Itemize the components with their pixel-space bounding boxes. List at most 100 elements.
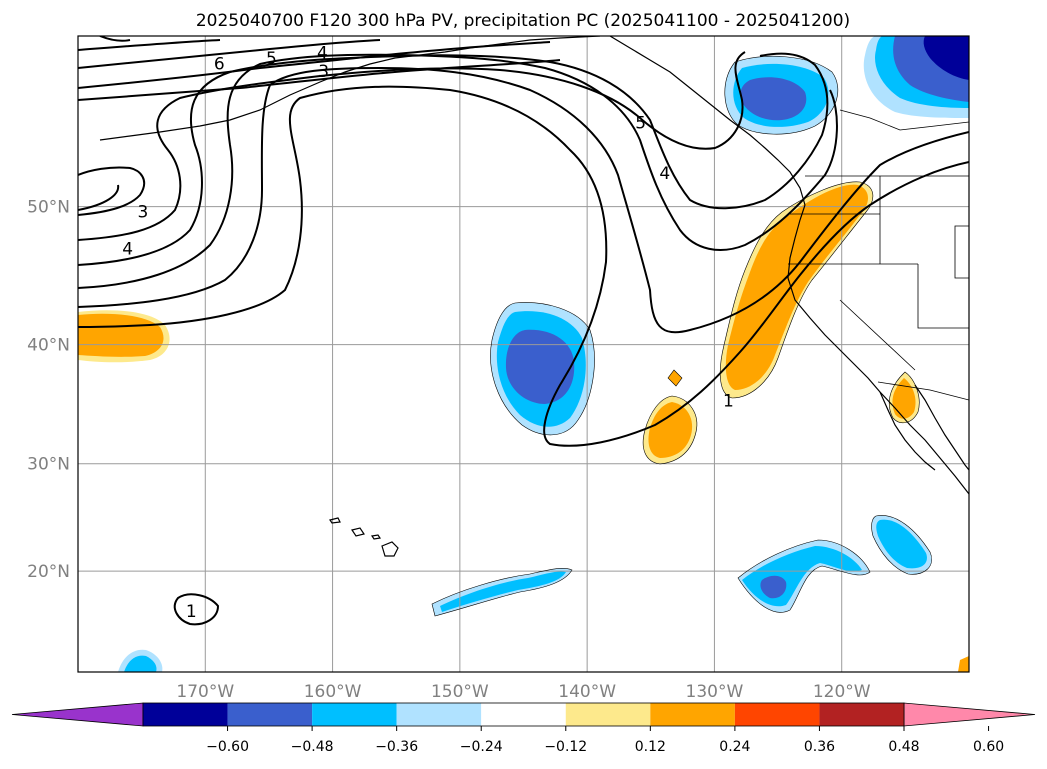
precip-positive-region [668, 370, 682, 386]
colorbar: −0.60 −0.48 −0.36 −0.24 −0.12 0.12 0.24 0.36 0.4… [11, 702, 1036, 755]
pv-contour-label: 4 [659, 164, 670, 184]
colorbar-tick-label: 0.48 [888, 739, 919, 755]
pv-contour-6 [78, 166, 146, 216]
colorbar-tick-label: 0.12 [635, 739, 666, 755]
x-tick-label: 130°W [686, 682, 744, 702]
pv-contour-5 [78, 51, 746, 241]
pv-contour-8 [78, 59, 561, 101]
pv-contour-label: 3 [138, 203, 149, 223]
pv-contour-label: 5 [635, 113, 646, 133]
y-tick-label: 50°N [27, 198, 70, 218]
precip-outline [642, 395, 698, 465]
pv-contour-label: 5 [266, 49, 277, 69]
precip-outline [667, 369, 683, 387]
colorbar-tick-label: −0.12 [544, 739, 587, 755]
colorbar-bin [312, 703, 397, 726]
colorbar-bin [650, 703, 735, 726]
pv-contour-9 [78, 41, 551, 89]
x-tick-label: 170°W [176, 682, 234, 702]
north-america-west-coastline [787, 204, 969, 495]
pv-contour-small-loop [173, 593, 220, 626]
colorbar-bin [734, 703, 820, 726]
hawaii-island [351, 527, 365, 537]
precip-positive-region [892, 378, 916, 419]
precip-negative-region [740, 77, 807, 121]
colorbar-tick-label: −0.48 [291, 739, 334, 755]
colorbar-extend-max [903, 702, 1036, 727]
state-border [954, 225, 969, 279]
precip-negative-region [505, 329, 575, 404]
x-tick-label: 140°W [558, 682, 616, 702]
precip-positive-region [725, 184, 868, 390]
pv-contour-label: 3 [318, 62, 329, 82]
precip-outline [737, 539, 871, 613]
colorbar-bin [819, 703, 904, 726]
gulf-california-coastline [914, 384, 969, 471]
pv-contours-layer [78, 36, 969, 626]
colorbar-tick-label: −0.36 [375, 739, 418, 755]
colorbar-bin [565, 703, 651, 726]
precip-positive-region [958, 656, 969, 672]
pv-contour-11 [78, 39, 221, 51]
pv-contour-label: 4 [317, 43, 328, 63]
y-axis-ticks: 20°N 30°N 40°N 50°N [27, 198, 70, 583]
chart-title: 2025040700 F120 300 hPa PV, precipitatio… [196, 11, 850, 31]
precip-negative-region [440, 571, 566, 612]
x-tick-label: 150°W [431, 682, 489, 702]
colorbar-tick-label: −0.60 [206, 739, 249, 755]
us-mexico-border [877, 381, 969, 401]
precip-negative-region [124, 655, 157, 672]
colorbar-tick-label: −0.24 [460, 739, 503, 755]
pv-contour-label: 6 [214, 55, 225, 75]
borders-layer [788, 109, 969, 401]
pv-contour-label: 1 [723, 391, 734, 411]
pv-contour-2 [78, 66, 969, 334]
precip-outline [888, 371, 920, 424]
x-tick-label: 160°W [304, 682, 362, 702]
y-tick-label: 20°N [27, 562, 70, 582]
x-axis-ticks: 170°W 160°W 150°W 140°W 130°W 120°W [176, 682, 870, 702]
nevada-border [917, 264, 969, 329]
colorbar-bin [227, 703, 313, 726]
pv-contour-label: 4 [122, 239, 133, 259]
map-gridlines [78, 36, 969, 672]
colorbar-bin [481, 703, 566, 726]
precip-outline [490, 302, 595, 436]
precip-outline [719, 181, 874, 399]
hawaii-island [381, 541, 399, 557]
pv-contour-12 [99, 36, 131, 42]
hawaii-island [370, 534, 382, 540]
map-frame [77, 35, 970, 673]
alaska-panhandle-coastline [609, 36, 806, 206]
precip-outline [871, 515, 932, 575]
colorbar-bin [143, 703, 228, 726]
pv-contour-3 [78, 53, 838, 289]
pv-contour-7 [78, 184, 120, 211]
precip-negative-region [876, 519, 927, 569]
hawaii-island [329, 517, 341, 524]
colorbar-tick-label: 0.36 [804, 739, 835, 755]
precip-negative-region [923, 36, 969, 80]
precip-shading-layer [78, 36, 969, 672]
pv-contour-10 [78, 39, 381, 69]
colorbar-tick-label: 0.24 [719, 739, 750, 755]
colorbar-extend-min [11, 702, 144, 727]
pv-contour-label: 1 [186, 602, 197, 622]
y-tick-label: 40°N [27, 336, 70, 356]
precip-outline [431, 568, 573, 617]
x-tick-label: 120°W [813, 682, 871, 702]
y-tick-label: 30°N [27, 455, 70, 475]
precip-outline [724, 55, 839, 135]
precip-negative-region [760, 575, 787, 599]
baja-coastline [879, 391, 936, 471]
colorbar-bin [396, 703, 482, 726]
california-nevada-border [839, 299, 916, 371]
pv-contour-1 [78, 85, 969, 447]
canada-province-border [839, 109, 969, 131]
colorbar-tick-label: 0.60 [973, 739, 1004, 755]
colorbar-outline [142, 702, 905, 727]
precip-positive-region [648, 402, 693, 458]
